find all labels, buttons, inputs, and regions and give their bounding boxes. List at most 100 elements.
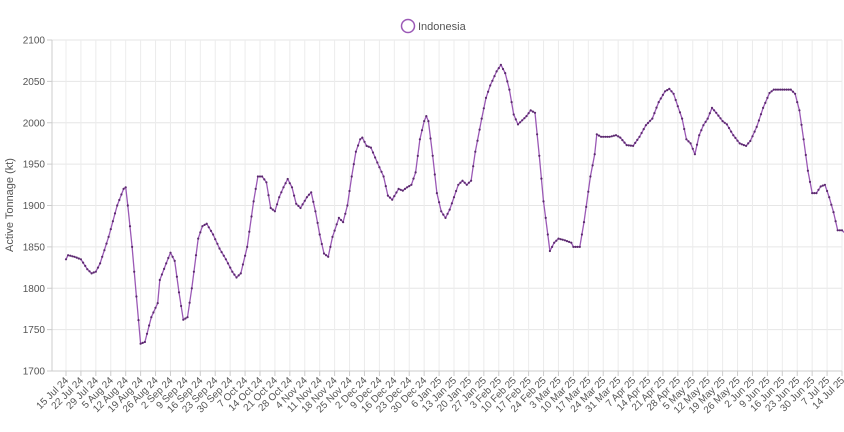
data-point bbox=[491, 79, 494, 82]
data-point bbox=[461, 179, 464, 182]
data-point bbox=[278, 196, 281, 199]
data-point bbox=[766, 96, 769, 99]
data-point bbox=[740, 143, 743, 146]
data-point bbox=[173, 259, 176, 262]
data-point bbox=[103, 249, 106, 252]
data-point bbox=[762, 106, 765, 109]
y-tick-label: 2000 bbox=[23, 118, 46, 129]
data-point bbox=[499, 63, 502, 66]
data-point bbox=[188, 301, 191, 304]
data-point bbox=[551, 245, 554, 248]
data-point bbox=[69, 254, 72, 257]
data-point bbox=[427, 120, 430, 123]
data-point bbox=[506, 80, 509, 83]
legend[interactable]: Indonesia bbox=[400, 18, 467, 34]
data-point bbox=[126, 204, 129, 207]
data-point bbox=[802, 138, 805, 141]
data-point bbox=[614, 134, 618, 137]
data-point bbox=[546, 233, 549, 236]
data-point bbox=[776, 88, 780, 91]
data-point bbox=[504, 72, 507, 75]
data-point bbox=[745, 144, 748, 147]
data-point bbox=[826, 189, 829, 193]
data-point bbox=[689, 142, 692, 145]
data-point bbox=[158, 278, 161, 282]
data-point bbox=[258, 175, 262, 178]
data-point bbox=[655, 106, 658, 109]
data-point bbox=[813, 192, 816, 195]
data-point bbox=[280, 191, 283, 194]
data-point bbox=[401, 189, 404, 192]
data-point bbox=[320, 242, 323, 246]
data-point bbox=[467, 181, 470, 184]
data-point bbox=[487, 90, 490, 93]
data-point bbox=[346, 204, 349, 207]
data-point bbox=[832, 211, 835, 214]
data-point bbox=[307, 193, 311, 196]
data-point bbox=[128, 225, 132, 228]
data-point bbox=[350, 175, 353, 178]
data-point bbox=[393, 195, 396, 198]
data-point bbox=[755, 125, 758, 128]
data-point bbox=[565, 240, 569, 243]
data-point bbox=[808, 180, 812, 183]
data-point bbox=[828, 196, 831, 199]
data-point bbox=[122, 187, 125, 190]
data-point bbox=[659, 97, 662, 100]
data-point bbox=[184, 317, 187, 320]
data-point bbox=[580, 233, 584, 236]
data-point bbox=[787, 88, 790, 91]
data-point bbox=[725, 123, 729, 126]
data-point bbox=[538, 154, 541, 157]
data-point bbox=[84, 264, 87, 267]
data-point bbox=[629, 144, 633, 147]
data-point bbox=[749, 139, 752, 143]
data-point bbox=[414, 171, 417, 174]
data-point bbox=[171, 255, 174, 258]
data-point bbox=[610, 135, 613, 138]
data-point bbox=[523, 117, 526, 120]
data-point bbox=[768, 91, 771, 95]
data-point bbox=[329, 245, 332, 248]
data-point bbox=[391, 198, 394, 201]
data-point bbox=[493, 75, 496, 78]
data-point bbox=[352, 163, 355, 166]
data-point bbox=[653, 112, 656, 115]
data-point bbox=[318, 233, 321, 236]
data-point bbox=[465, 183, 468, 186]
data-point bbox=[312, 200, 315, 203]
data-point bbox=[322, 252, 326, 255]
data-point bbox=[92, 271, 95, 274]
data-point bbox=[604, 135, 607, 138]
data-point bbox=[94, 270, 97, 273]
data-point bbox=[73, 255, 76, 258]
data-point bbox=[683, 127, 686, 131]
data-point bbox=[145, 332, 149, 335]
data-point bbox=[295, 202, 298, 205]
data-point bbox=[533, 111, 537, 114]
data-point bbox=[516, 123, 520, 126]
data-point bbox=[670, 90, 673, 93]
data-point bbox=[431, 154, 434, 157]
data-point bbox=[721, 120, 724, 123]
data-point bbox=[344, 212, 347, 215]
data-point bbox=[657, 101, 660, 104]
data-point bbox=[644, 124, 648, 127]
data-point bbox=[544, 216, 547, 219]
data-point bbox=[271, 208, 274, 211]
data-point bbox=[399, 188, 402, 191]
data-point bbox=[495, 70, 498, 73]
data-point bbox=[433, 173, 436, 176]
data-point bbox=[800, 123, 803, 126]
data-point bbox=[764, 101, 767, 104]
data-point bbox=[86, 268, 89, 271]
y-axis-title: Active Tonnage (kt) bbox=[4, 158, 16, 252]
data-point bbox=[361, 136, 364, 139]
data-point bbox=[261, 175, 264, 178]
data-point bbox=[406, 186, 409, 189]
data-point bbox=[482, 107, 485, 110]
y-axis: 1700 1750 1800 1850 1900 1950 2000 2050 2100 bbox=[23, 36, 53, 378]
data-point bbox=[194, 254, 198, 257]
data-point bbox=[830, 203, 833, 206]
